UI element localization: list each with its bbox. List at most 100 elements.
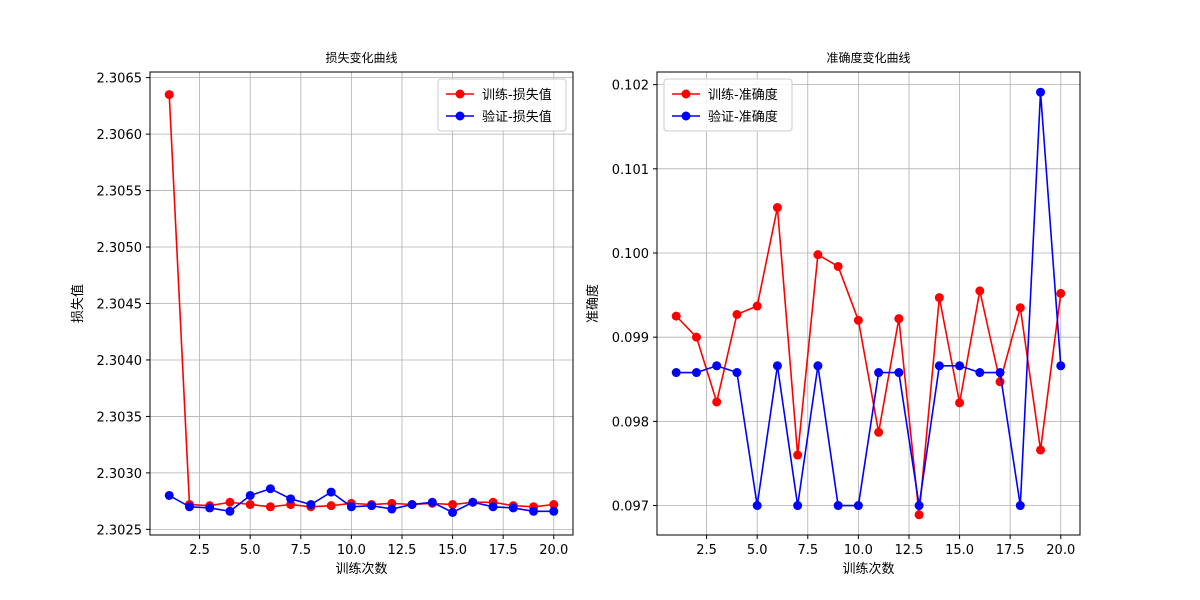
- x-tick-label: 17.5: [489, 543, 518, 558]
- data-point: [508, 503, 518, 513]
- data-point: [488, 502, 498, 512]
- y-tick-label: 0.101: [612, 163, 649, 178]
- x-tick-label: 2.5: [696, 543, 717, 558]
- data-point: [772, 203, 782, 213]
- accuracy-chart: 2.5 5.0 7.5 10.0 12.5 15.0 17.5 20.0 0.097 0.098 0…: [585, 50, 1081, 577]
- x-axis-label: 训练次数: [335, 561, 387, 577]
- data-point: [955, 361, 965, 371]
- data-point: [1036, 87, 1046, 97]
- data-point: [772, 361, 782, 371]
- data-point: [995, 368, 1005, 378]
- legend-entry: 验证-损失值: [482, 109, 552, 125]
- y-tick-label: 0.098: [612, 415, 649, 430]
- y-tick-label: 2.3065: [97, 72, 143, 87]
- data-point: [549, 506, 559, 516]
- data-point: [712, 361, 722, 371]
- data-point: [975, 368, 985, 378]
- y-tick-label: 0.099: [612, 331, 649, 346]
- y-tick-label: 2.3035: [97, 410, 143, 425]
- data-point: [955, 398, 965, 408]
- legend-entry: 训练-准确度: [708, 87, 778, 103]
- data-point: [529, 506, 539, 516]
- x-tick-label: 7.5: [797, 543, 818, 558]
- data-point: [184, 502, 194, 512]
- legend-swatch-marker: [681, 111, 691, 121]
- data-point: [671, 368, 681, 378]
- x-tick-label: 10.0: [844, 543, 873, 558]
- data-point: [1056, 361, 1066, 371]
- data-point: [813, 361, 823, 371]
- legend-box: [663, 78, 793, 132]
- data-point: [874, 368, 884, 378]
- data-point: [468, 497, 478, 507]
- loss-chart: 2.5 5.0 7.5 10.0 12.5 15.0 17.5 20.0 2.3025 2.303…: [70, 50, 574, 577]
- data-point: [914, 501, 924, 511]
- data-point: [1015, 303, 1025, 313]
- data-point: [732, 309, 742, 319]
- data-point: [326, 501, 336, 511]
- data-point: [712, 397, 722, 407]
- x-tick-label: 12.5: [895, 543, 924, 558]
- legend-entry: 验证-准确度: [708, 109, 778, 125]
- data-point: [793, 450, 803, 460]
- x-tick-label: 17.5: [996, 543, 1025, 558]
- data-point: [265, 502, 275, 512]
- y-tick-label: 2.3025: [97, 523, 143, 538]
- x-axis-label: 训练次数: [842, 561, 894, 577]
- data-point: [549, 500, 559, 510]
- data-point: [1036, 445, 1046, 455]
- y-tick-label: 2.3060: [97, 128, 143, 143]
- data-point: [1015, 501, 1025, 511]
- plot-frame: [656, 71, 1081, 536]
- y-tick-label: 0.100: [612, 247, 649, 262]
- y-tick-label: 2.3055: [97, 185, 143, 200]
- data-point: [874, 427, 884, 437]
- data-point: [914, 510, 924, 520]
- data-point: [975, 286, 985, 296]
- y-tick-label: 2.3040: [97, 354, 143, 369]
- data-point: [164, 490, 174, 500]
- y-tick-label: 2.3050: [97, 241, 143, 256]
- x-tick-label: 7.5: [290, 543, 311, 558]
- x-tick-label: 20.0: [539, 543, 568, 558]
- data-point: [205, 503, 215, 513]
- data-point: [671, 311, 681, 321]
- y-tick-label: 0.102: [612, 79, 649, 94]
- data-point: [286, 494, 296, 504]
- data-point: [813, 250, 823, 260]
- x-tick-label: 15.0: [438, 543, 467, 558]
- data-point: [793, 501, 803, 511]
- data-point: [346, 502, 356, 512]
- x-tick-label: 2.5: [189, 543, 210, 558]
- data-point: [1056, 288, 1066, 298]
- legend-box: [437, 78, 567, 132]
- data-point: [407, 500, 417, 510]
- x-tick-label: 20.0: [1046, 543, 1075, 558]
- data-point: [894, 368, 904, 378]
- data-point: [326, 487, 336, 497]
- data-point: [306, 500, 316, 510]
- data-point: [894, 314, 904, 324]
- chart-title: 准确度变化曲线: [826, 50, 910, 65]
- data-point: [448, 500, 458, 510]
- data-point: [732, 368, 742, 378]
- data-point: [691, 368, 701, 378]
- data-point: [225, 506, 235, 516]
- data-point: [427, 497, 437, 507]
- y-tick-label: 0.097: [612, 500, 649, 515]
- x-tick-label: 5.0: [240, 543, 261, 558]
- data-point: [752, 501, 762, 511]
- data-point: [387, 504, 397, 514]
- legend-swatch-marker: [681, 89, 691, 99]
- legend-swatch-marker: [455, 111, 465, 121]
- data-point: [164, 90, 174, 100]
- y-tick-label: 2.3045: [97, 298, 143, 313]
- data-point: [265, 484, 275, 494]
- x-tick-label: 5.0: [747, 543, 768, 558]
- x-tick-label: 10.0: [337, 543, 366, 558]
- data-point: [225, 497, 235, 507]
- data-point: [691, 332, 701, 342]
- y-tick-label: 2.3030: [97, 467, 143, 482]
